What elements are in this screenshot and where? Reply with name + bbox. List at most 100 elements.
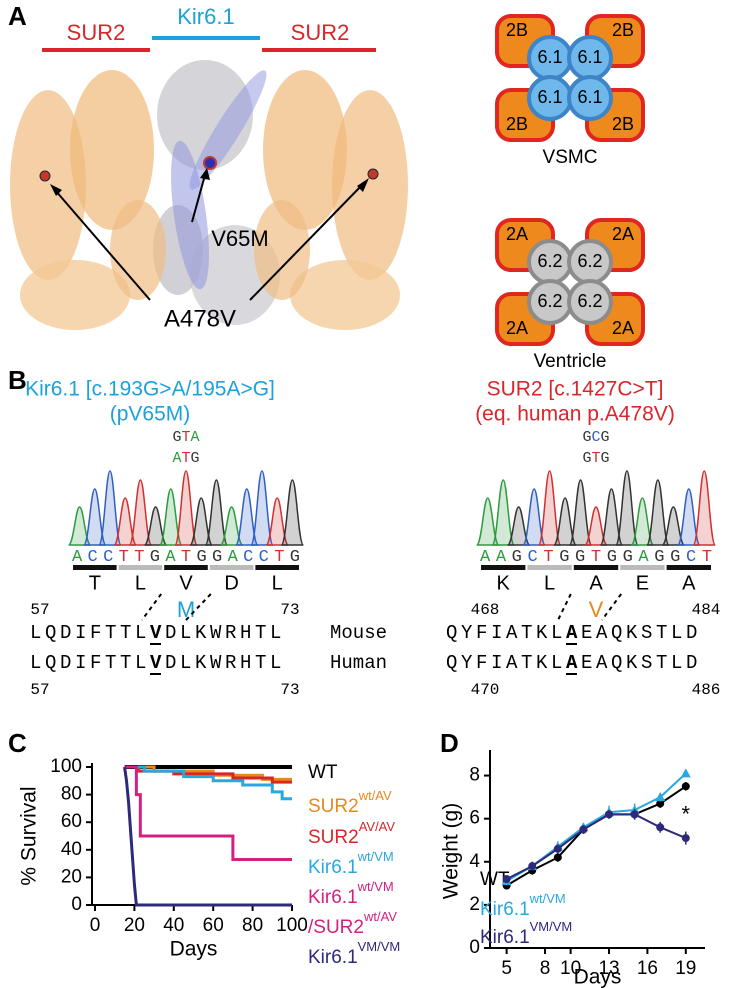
base: G (290, 548, 300, 567)
y-tick-label: 20 (61, 866, 82, 887)
trace-peak (475, 497, 500, 546)
y-tick-label: 6 (469, 808, 480, 829)
trace-peak (646, 479, 670, 546)
tetramer-label: Ventricle (534, 351, 607, 372)
sequencing-title: SUR2 [c.1427C>T] (487, 378, 664, 401)
trace-peak (661, 506, 686, 546)
x-tick-label: 19 (675, 958, 696, 979)
legend-entry: Kir6.1wt/VM (308, 879, 394, 908)
guide (141, 593, 163, 621)
base: G (654, 548, 664, 567)
mutation-site: A (566, 652, 578, 674)
base: C (259, 548, 269, 567)
position: 73 (280, 681, 299, 699)
base: C (528, 548, 538, 567)
mutation-site (367, 168, 379, 180)
codon: ATG (172, 450, 199, 467)
base: G (601, 429, 610, 446)
pore-label: Kir6.1 (177, 4, 234, 29)
mutation-site (203, 156, 217, 170)
base: G (607, 548, 617, 567)
base: T (274, 548, 284, 567)
position: 57 (30, 681, 49, 699)
x-tick-label: 16 (637, 958, 658, 979)
sur-subunit (10, 90, 86, 280)
subunit-label: 2A (506, 318, 528, 338)
residue: A (589, 572, 603, 594)
trace-peak (280, 479, 305, 546)
residue: L (544, 572, 555, 594)
survival-line (124, 765, 292, 784)
arrow (191, 174, 206, 223)
tetramer-label: VSMC (543, 147, 598, 168)
data-point (680, 768, 691, 778)
pore-subunit (171, 140, 209, 290)
base: T (543, 548, 553, 567)
residue: D (224, 572, 238, 594)
y-axis-label: Weight (g) (440, 803, 463, 899)
legend-superscript: VM/VM (530, 919, 573, 934)
residue: V (179, 572, 193, 594)
x-tick-label: 40 (163, 915, 184, 936)
protein-structure (10, 36, 408, 330)
survival-line (123, 766, 292, 907)
base: G (172, 429, 181, 446)
sequence: LQDIFTTL (30, 622, 150, 644)
legend-entry: SUR2wt/AV (308, 788, 392, 817)
data-point (681, 834, 690, 843)
codon-bar (573, 565, 619, 570)
codon-bar (620, 565, 665, 570)
codon-bar (481, 565, 526, 570)
trace-peak (113, 497, 137, 546)
base: C (103, 548, 113, 567)
base: G (559, 548, 569, 567)
sequencing-panel: SUR2 [c.1427C>T](eq. human p.A478V)GCGGT… (446, 378, 720, 700)
panel-label: B (8, 365, 27, 395)
trace-peak (83, 488, 107, 546)
arrowhead (200, 168, 210, 180)
pore-label: 6.2 (577, 251, 602, 271)
x-axis-label: Days (170, 938, 218, 961)
residue: A (682, 572, 696, 594)
y-tick-label: 2 (469, 894, 480, 915)
x-tick-label: 80 (242, 915, 263, 936)
pore-label: 6.2 (537, 291, 562, 311)
x-tick-label: 5 (501, 958, 512, 979)
guide (185, 593, 212, 621)
data-point (656, 799, 665, 808)
x-tick-label: 13 (598, 958, 619, 979)
base: C (686, 548, 696, 567)
base: G (575, 548, 585, 567)
legend-name: Kir6.1 (308, 947, 358, 968)
residue: T (89, 572, 101, 594)
sequence: QYFIATKL (446, 652, 566, 674)
sequencing-title: (eq. human p.A478V) (475, 403, 675, 426)
legend-superscript: AV/AV (359, 819, 396, 834)
position: 470 (471, 681, 500, 699)
legend-name: /SUR2 (308, 917, 364, 938)
residue: K (497, 572, 511, 594)
arrow (54, 189, 151, 301)
base: G (150, 548, 160, 567)
x-tick-label: 8 (540, 958, 551, 979)
sequencing-title: Kir6.1 [c.193G>A/195A>G] (25, 378, 275, 401)
legend-entry: /SUR2wt/AV (308, 909, 397, 938)
base: G (196, 548, 206, 567)
survival-line (124, 765, 292, 861)
legend-entry: Kir6.1VM/VM (308, 939, 400, 968)
legend-superscript: wt/VM (529, 891, 566, 906)
base: A (228, 548, 239, 567)
annotation: * (682, 801, 691, 826)
subunit-label: 2A (612, 318, 634, 338)
subunit-label: 2A (612, 224, 634, 244)
codon-bar (209, 565, 254, 570)
position: 468 (471, 601, 500, 619)
guide (557, 593, 572, 621)
position: 484 (692, 601, 721, 619)
trace-peak (522, 488, 546, 546)
arrow (249, 182, 365, 301)
legend-entry: Kir6.1wt/VM (308, 849, 394, 878)
